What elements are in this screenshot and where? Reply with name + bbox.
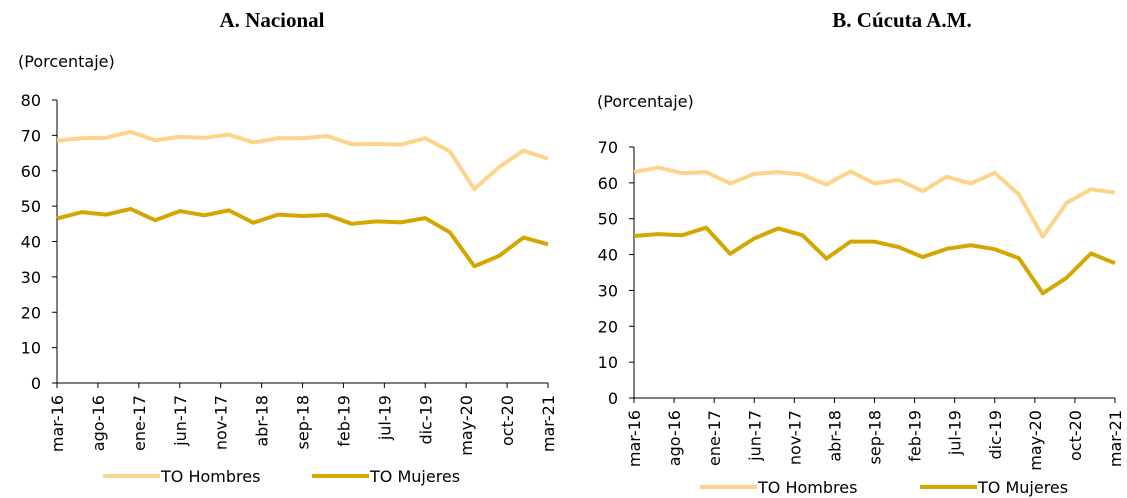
x-tick-label: jun-17	[745, 410, 764, 462]
x-tick-label: dic-19	[416, 395, 435, 445]
y-tick-label: 70	[598, 138, 618, 157]
x-tick-label: ene-17	[130, 395, 149, 451]
x-tick-label: oct-20	[1066, 410, 1085, 461]
y-tick-label: 80	[21, 91, 41, 110]
y-tick-label: 30	[598, 281, 618, 300]
legend-label: TO Mujeres	[369, 467, 460, 486]
x-tick-label: feb-19	[906, 410, 925, 462]
x-tick-label: abr-18	[253, 395, 272, 447]
x-tick-label: mar-21	[1106, 410, 1125, 467]
chart-title: A. Nacional	[220, 8, 325, 32]
y-tick-label: 60	[598, 174, 618, 193]
x-tick-label: mar-16	[625, 410, 644, 467]
y-tick-label: 50	[598, 210, 618, 229]
x-tick-label: abr-18	[825, 410, 844, 462]
series-line	[56, 129, 549, 192]
x-tick-label: feb-19	[334, 395, 353, 447]
y-tick-label: 0	[31, 374, 41, 393]
y-tick-label: 20	[21, 303, 41, 322]
x-tick-label: nov-17	[785, 410, 804, 465]
y-tick-label: 10	[598, 353, 618, 372]
x-tick-label: jul-19	[375, 395, 394, 441]
y-tick-label: 20	[598, 317, 618, 336]
x-tick-label: may-20	[457, 395, 476, 456]
y-tick-label: 0	[608, 389, 618, 408]
y-tick-label: 70	[21, 126, 41, 145]
y-tick-label: 10	[21, 339, 41, 358]
y-tick-label: 40	[21, 233, 41, 252]
x-tick-label: ago-16	[665, 410, 684, 466]
y-tick-label: 30	[21, 268, 41, 287]
y-axis-label: (Porcentaje)	[18, 52, 115, 71]
x-tick-label: mar-21	[539, 395, 558, 452]
x-tick-label: jun-17	[171, 395, 190, 447]
x-tick-label: dic-19	[986, 410, 1005, 460]
series-line	[633, 225, 1116, 296]
series-line	[633, 165, 1116, 239]
y-tick-label: 40	[598, 246, 618, 265]
y-axis-label: (Porcentaje)	[597, 92, 694, 111]
legend-label: TO Mujeres	[977, 478, 1068, 497]
x-tick-label: sep-18	[866, 410, 885, 464]
x-tick-label: may-20	[1026, 410, 1045, 471]
x-tick-label: ago-16	[89, 395, 108, 451]
x-tick-label: sep-18	[294, 395, 313, 449]
legend-label: TO Hombres	[160, 467, 260, 486]
x-tick-label: oct-20	[498, 395, 517, 446]
x-tick-label: nov-17	[212, 395, 231, 450]
chart-title: B. Cúcuta A.M.	[832, 8, 971, 32]
y-tick-label: 50	[21, 197, 41, 216]
x-tick-label: ene-17	[705, 410, 724, 466]
legend-label: TO Hombres	[757, 478, 857, 497]
x-tick-label: mar-16	[48, 395, 67, 452]
y-tick-label: 60	[21, 162, 41, 181]
x-tick-label: jul-19	[946, 410, 965, 456]
series-line	[56, 206, 549, 269]
